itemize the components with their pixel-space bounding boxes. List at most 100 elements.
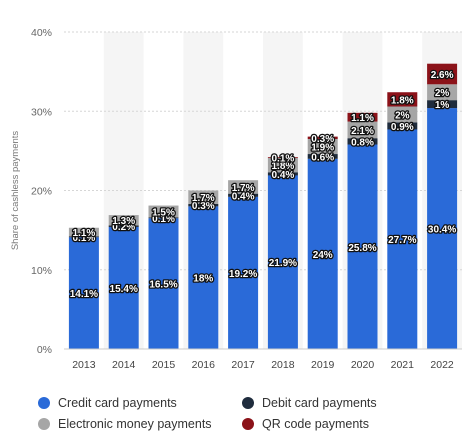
data-label-qr-code: 0.3% [311,134,334,145]
x-tick-label: 2015 [152,359,176,371]
bar-credit-card [347,144,378,349]
x-tick-label: 2020 [351,359,375,371]
data-label-credit-card: 24% [313,250,333,261]
bar-credit-card [307,158,338,349]
bar-credit-card [68,237,99,349]
data-label-debit-card: 0.4% [272,170,295,181]
bar-credit-card [108,226,139,349]
data-label-debit-card: 0.9% [391,122,414,133]
legend-label-credit-card: Credit card payments [58,396,177,410]
bar-electronic-money [148,205,179,218]
legend-marker-credit-card [38,397,50,409]
x-tick-label: 2016 [192,359,216,371]
bar-credit-card [188,206,219,349]
y-axis-title: Share of cashless payments [10,131,21,251]
bar-credit-card [427,108,458,349]
data-label-debit-card: 0.1% [152,214,175,225]
bar-credit-card [387,129,418,349]
x-tick-label: 2022 [430,359,454,371]
data-label-credit-card: 21.9% [269,258,297,269]
y-tick-label: 0% [37,344,52,356]
bar-debit-card [228,193,259,197]
legend-label-qr-code: QR code payments [262,417,369,431]
x-tick-label: 2019 [311,359,335,371]
data-label-debit-card: 0.3% [192,201,215,212]
x-tick-label: 2014 [112,359,136,371]
data-label-qr-code: 2.6% [431,70,454,81]
legend-marker-debit-card [242,397,254,409]
data-label-credit-card: 25.8% [348,243,376,254]
bar-debit-card [387,122,418,130]
bar-electronic-money [267,158,298,173]
data-label-credit-card: 16.5% [149,280,177,291]
data-label-electronic-money: 1.7% [192,193,215,204]
legend-item-credit-card[interactable]: Credit card payments [38,394,177,412]
bar-electronic-money [307,138,338,155]
data-label-debit-card: 1% [435,100,450,111]
bar-electronic-money [427,84,458,101]
legend-item-debit-card[interactable]: Debit card payments [242,394,377,412]
bar-qr-code [387,92,418,107]
bar-debit-card [427,100,458,109]
data-label-credit-card: 27.7% [388,235,416,246]
y-tick-label: 10% [31,265,52,277]
legend-marker-electronic-money [38,418,50,430]
data-label-electronic-money: 2% [395,110,410,121]
y-tick-label: 20% [31,186,52,198]
legend-item-qr-code[interactable]: QR code payments [242,415,369,433]
data-label-electronic-money: 1.9% [311,143,334,154]
data-label-electronic-money: 2% [435,88,450,99]
bar-qr-code [267,157,298,159]
data-label-debit-card: 0.1% [73,233,96,244]
legend: Credit card payments Debit card payments… [38,394,458,434]
bar-debit-card [267,172,298,176]
bar-electronic-money [108,215,139,226]
data-label-electronic-money: 1.8% [272,161,295,172]
legend-label-electronic-money: Electronic money payments [58,417,212,431]
data-label-electronic-money: 1.1% [73,228,96,239]
data-label-qr-code: 1.1% [351,113,374,124]
bar-electronic-money [387,106,418,123]
x-tick-label: 2021 [391,359,415,371]
data-label-debit-card: 0.8% [351,137,374,148]
bar-electronic-money [188,190,219,204]
bar-debit-card [307,154,338,159]
data-label-electronic-money: 1.5% [152,208,175,219]
y-tick-label: 30% [31,106,52,118]
chart: 0% 10% 20% 30% 40% Share of cashless payments… [10,27,462,371]
bar-debit-card [188,203,219,207]
data-label-credit-card: 19.2% [229,269,257,280]
x-tick-label: 2017 [231,359,255,371]
data-label-electronic-money: 1.7% [232,183,255,194]
bar-credit-card [228,196,259,349]
data-label-electronic-money: 1.3% [112,216,135,227]
data-label-debit-card: 0.4% [232,191,255,202]
data-label-credit-card: 30.4% [428,225,456,236]
legend-item-electronic-money[interactable]: Electronic money payments [38,415,212,433]
data-label-debit-card: 0.6% [311,152,334,163]
bar-electronic-money [228,180,259,194]
bar-electronic-money [68,227,99,237]
y-tick-label: 40% [31,27,52,39]
data-label-electronic-money: 2.1% [351,126,374,137]
bar-qr-code [427,63,458,85]
data-label-credit-card: 15.4% [110,284,138,295]
x-tick-label: 2018 [271,359,295,371]
legend-label-debit-card: Debit card payments [262,396,377,410]
data-label-credit-card: 18% [193,274,213,285]
bar-debit-card [68,236,99,238]
bar-electronic-money [347,121,378,139]
bar-credit-card [148,218,179,349]
bar-debit-card [148,217,179,219]
data-label-debit-card: 0.2% [112,222,135,233]
bar-qr-code [307,136,338,139]
bar-credit-card [267,175,298,349]
data-label-credit-card: 14.1% [70,289,98,300]
legend-marker-qr-code [242,418,254,430]
data-label-qr-code: 0.1% [272,154,295,165]
bar-debit-card [347,138,378,145]
bar-qr-code [347,112,378,122]
x-tick-label: 2013 [72,359,96,371]
bar-debit-card [108,225,139,227]
data-label-qr-code: 1.8% [391,95,414,106]
